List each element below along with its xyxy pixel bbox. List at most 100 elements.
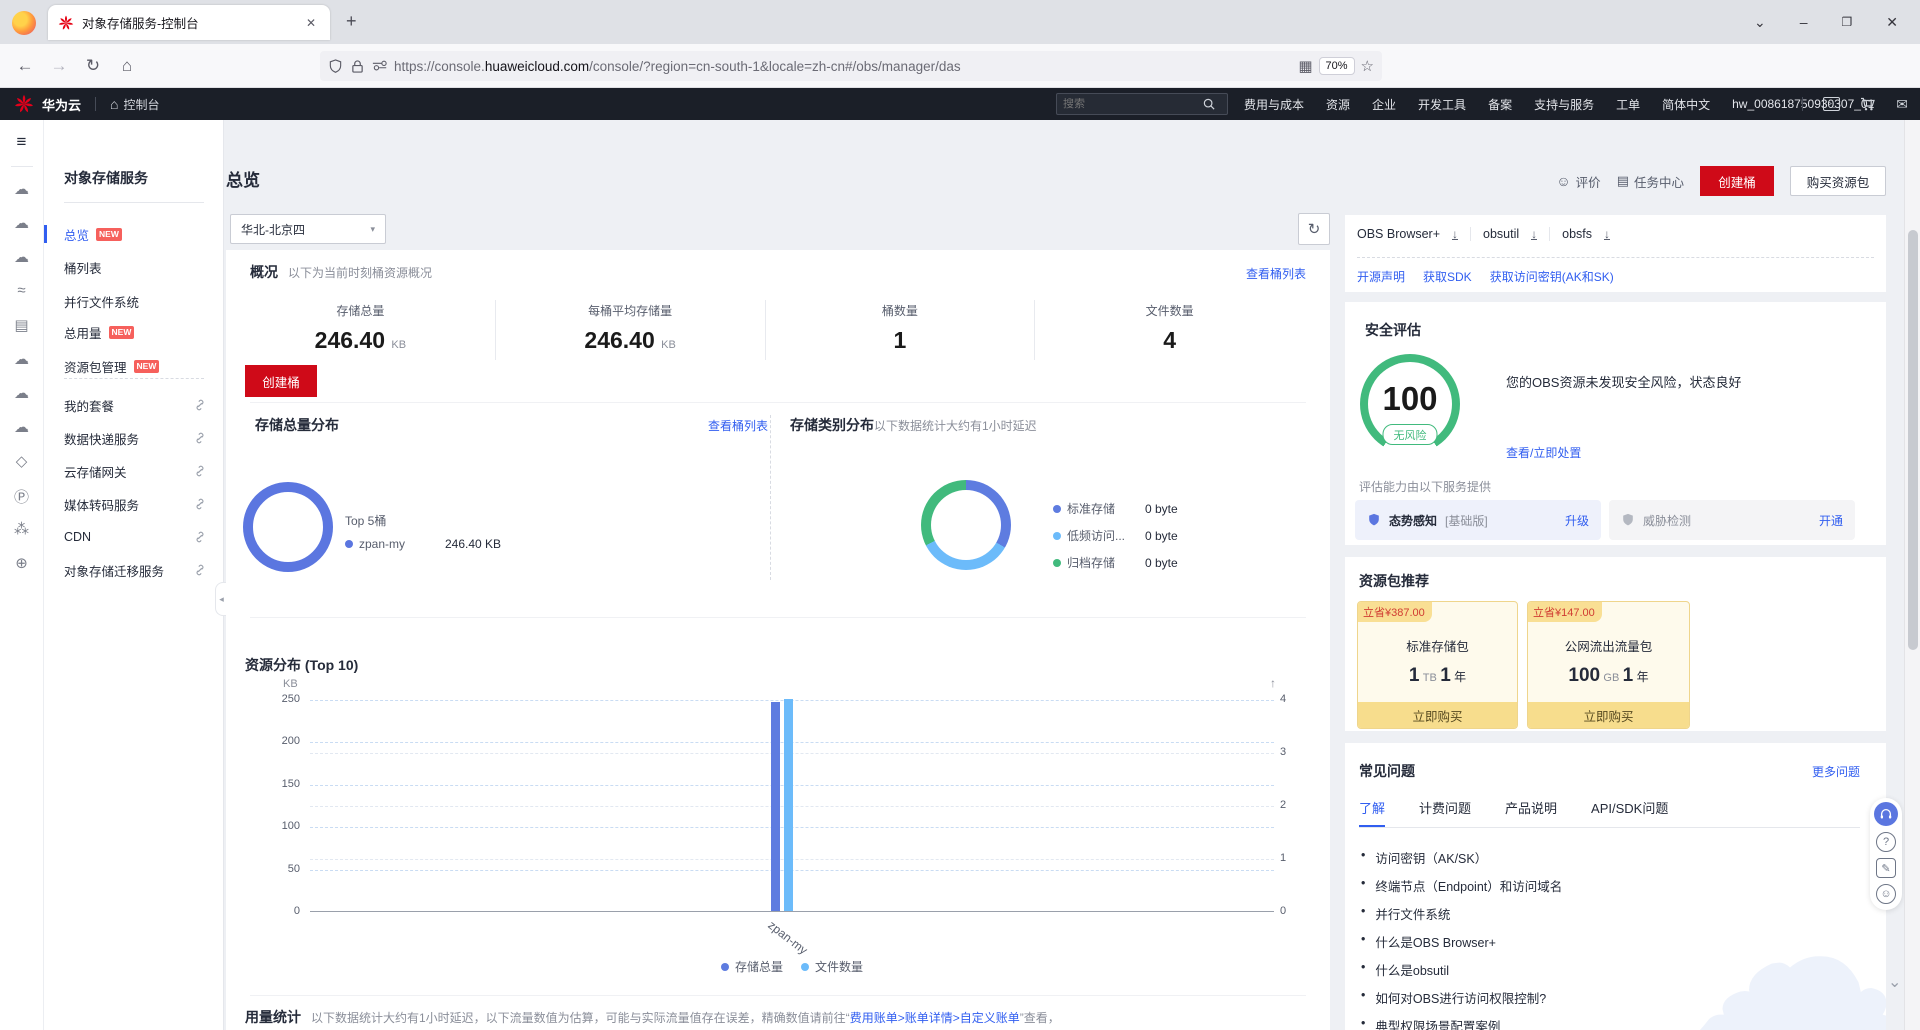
view-bucket-list-link[interactable]: 查看桶列表: [1245, 267, 1306, 281]
nav-item-ticket[interactable]: 工单: [1616, 97, 1641, 112]
scrollbar-thumb[interactable]: [1908, 230, 1918, 650]
create-bucket-header-button[interactable]: 创建桶: [1700, 166, 1774, 196]
rail-media-cloud-icon[interactable]: ☁: [14, 419, 29, 436]
upgrade-link[interactable]: 升级: [1564, 513, 1589, 528]
obs-browser-link[interactable]: OBS Browser+: [1357, 227, 1441, 241]
qr-code-icon[interactable]: ▦: [1298, 58, 1313, 75]
tab-close-icon[interactable]: ✕: [305, 15, 316, 30]
usage-bill-link[interactable]: 费用账单>账单详情>自定义账单: [849, 1011, 1020, 1025]
get-sdk-link[interactable]: 获取SDK: [1423, 270, 1472, 284]
tab-learn[interactable]: 了解: [1359, 798, 1386, 827]
rail-menu-icon[interactable]: ≡: [16, 132, 27, 151]
huawei-logo[interactable]: 华为云: [14, 94, 81, 114]
nav-item-resources[interactable]: 资源: [1326, 97, 1351, 112]
rail-evs-icon[interactable]: ☁: [14, 249, 29, 266]
sidebar-collapse-handle[interactable]: ◂: [215, 582, 227, 616]
buy-now-button[interactable]: 立即购买: [1358, 702, 1517, 728]
nav-item-icp[interactable]: 备案: [1488, 97, 1513, 112]
shield-icon[interactable]: [328, 58, 343, 74]
provider-mtd-chip[interactable]: 威胁检测 开通: [1609, 500, 1855, 540]
faq-item[interactable]: • 访问密钥（AK/SK）: [1361, 848, 1487, 867]
list-tabs-chevron-icon[interactable]: ⌄: [1753, 13, 1766, 30]
zoom-level-badge[interactable]: 70%: [1318, 57, 1355, 75]
sidebar-item-cdn[interactable]: CDN: [44, 524, 224, 550]
rail-cloud-upload-icon[interactable]: ☁: [14, 385, 29, 402]
window-restore-button[interactable]: ❐: [1841, 15, 1853, 29]
refresh-button[interactable]: ↻: [1298, 213, 1330, 245]
obsutil-link[interactable]: obsutil: [1483, 227, 1520, 241]
security-action-link[interactable]: 查看/立即处置: [1506, 446, 1582, 460]
package-card-storage[interactable]: 立省¥387.00 标准存储包 1 TB 1 年 立即购买: [1357, 601, 1518, 729]
sidebar-item-buckets[interactable]: 桶列表: [44, 254, 224, 280]
firefox-avatar-icon[interactable]: [12, 11, 36, 35]
browser-tab[interactable]: 对象存储服务-控制台 ✕: [48, 5, 330, 40]
url-text[interactable]: https://console.huaweicloud.com/console/…: [394, 59, 1298, 74]
rail-elastic-icon[interactable]: ≈: [17, 282, 26, 299]
sidebar-item-usage[interactable]: 总用量 NEW: [44, 319, 224, 345]
download-icon[interactable]: ↓: [1452, 226, 1459, 241]
rail-cce-icon[interactable]: ☁: [14, 215, 29, 232]
nav-item-billing[interactable]: 费用与成本: [1244, 97, 1305, 112]
task-center-button[interactable]: ▤ 任务中心: [1617, 172, 1684, 191]
back-icon[interactable]: ←: [16, 55, 34, 75]
rail-ecs-icon[interactable]: ☁: [14, 181, 29, 198]
rail-cloud-icon[interactable]: ☁: [14, 351, 29, 368]
nav-item-enterprise[interactable]: 企业: [1372, 97, 1397, 112]
sidebar-item-oms[interactable]: 对象存储迁移服务: [44, 557, 224, 583]
rail-globe-icon[interactable]: ⊕: [15, 555, 28, 572]
faq-item[interactable]: • 终端节点（Endpoint）和访问域名: [1361, 876, 1562, 895]
faq-item[interactable]: • 什么是OBS Browser+: [1361, 932, 1496, 951]
home-icon[interactable]: ⌂: [121, 55, 133, 75]
nav-item-language[interactable]: 简体中文: [1662, 97, 1711, 112]
support-headset-icon[interactable]: [1874, 802, 1898, 826]
forward-icon[interactable]: →: [50, 55, 68, 75]
sidebar-item-my-plans[interactable]: 我的套餐: [44, 392, 224, 418]
window-minimize-button[interactable]: –: [1799, 14, 1808, 30]
buy-now-button[interactable]: 立即购买: [1528, 702, 1689, 728]
sidebar-item-pfs[interactable]: 并行文件系统: [44, 288, 224, 314]
page-scrollbar[interactable]: [1904, 120, 1920, 1030]
faq-item[interactable]: • 如何对OBS进行访问权限控制?: [1361, 988, 1546, 1007]
buy-package-button[interactable]: 购买资源包: [1790, 166, 1886, 196]
provider-sa-chip[interactable]: 态势感知 [基础版] 升级: [1355, 500, 1601, 540]
window-close-button[interactable]: ✕: [1886, 13, 1898, 30]
search-icon[interactable]: [1203, 98, 1215, 110]
package-card-traffic[interactable]: 立省¥147.00 公网流出流量包 100 GB 1 年 立即购买: [1527, 601, 1690, 729]
sidebar-item-csg[interactable]: 云存储网关: [44, 458, 224, 484]
search-input[interactable]: [1063, 98, 1203, 110]
region-selector[interactable]: 华北-北京四 ▾: [230, 214, 386, 244]
bookmark-star-icon[interactable]: ☆: [1360, 58, 1374, 75]
rate-button[interactable]: ☺ 评价: [1556, 172, 1600, 191]
cli-terminal-icon[interactable]: >_: [1823, 97, 1841, 111]
obsfs-link[interactable]: obsfs: [1562, 227, 1593, 241]
console-home-link[interactable]: ⌂ 控制台: [110, 96, 159, 113]
nav-item-devtools[interactable]: 开发工具: [1418, 97, 1467, 112]
cart-icon[interactable]: [1860, 97, 1876, 112]
url-bar[interactable]: https://console.huaweicloud.com/console/…: [320, 51, 1382, 81]
faq-item[interactable]: • 典型权限场景配置案例: [1361, 1016, 1500, 1030]
sidebar-item-overview[interactable]: 总览 NEW: [44, 221, 224, 247]
storage-dist-link[interactable]: 查看桶列表: [708, 419, 769, 433]
download-icon[interactable]: ↓: [1531, 226, 1538, 241]
faq-item[interactable]: • 什么是obsutil: [1361, 960, 1449, 979]
scroll-down-chevron-icon[interactable]: ⌄: [1888, 974, 1902, 991]
feedback-icon[interactable]: ✎: [1876, 858, 1896, 878]
more-faq-link[interactable]: 更多问题: [1811, 765, 1860, 779]
rail-parking-icon[interactable]: Ⓟ: [13, 489, 29, 506]
sidebar-item-mpc[interactable]: 媒体转码服务: [44, 491, 224, 517]
satisfaction-smiley-icon[interactable]: ☺: [1876, 884, 1896, 904]
faq-item[interactable]: • 并行文件系统: [1361, 904, 1450, 923]
rail-doc-icon[interactable]: ▤: [14, 317, 29, 334]
new-tab-button[interactable]: +: [346, 11, 357, 31]
reload-icon[interactable]: ↻: [85, 55, 101, 75]
lock-icon[interactable]: [351, 59, 364, 74]
bucket-name[interactable]: zpan-my: [359, 537, 406, 551]
create-bucket-button[interactable]: 创建桶: [245, 365, 317, 397]
help-question-icon[interactable]: ?: [1876, 832, 1896, 852]
sidebar-item-des[interactable]: 数据快递服务: [44, 425, 224, 451]
download-icon[interactable]: ↓: [1604, 226, 1611, 241]
brand-name[interactable]: 华为云: [42, 97, 82, 113]
nav-item-support[interactable]: 支持与服务: [1534, 97, 1595, 112]
rail-cluster-icon[interactable]: ⁂: [14, 521, 29, 538]
tab-api-sdk[interactable]: API/SDK问题: [1591, 801, 1669, 816]
